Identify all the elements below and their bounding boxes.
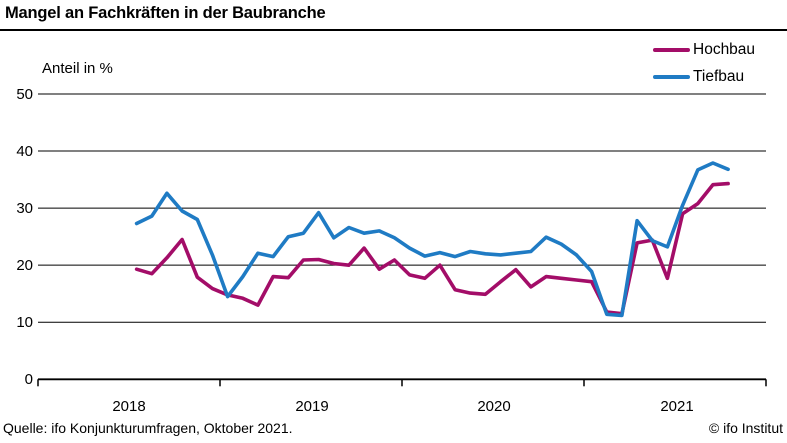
y-tick-label-30: 30	[16, 199, 33, 217]
source-note: Quelle: ifo Konjunkturumfragen, Oktober …	[3, 420, 293, 436]
chart-legend: Hochbau Tiefbau	[653, 36, 755, 90]
hochbau-line-swatch	[653, 47, 690, 52]
y-tick-label-10: 10	[16, 313, 33, 331]
chart-title: Mangel an Fachkräften in der Baubranche	[5, 4, 326, 22]
legend-item-hochbau: Hochbau	[653, 36, 755, 63]
x-tick-label-2019: 2019	[295, 398, 329, 415]
x-tick-label-2021: 2021	[660, 398, 694, 415]
tiefbau-line-swatch	[653, 74, 690, 79]
title-divider	[0, 29, 787, 31]
y-tick-label-20: 20	[16, 256, 33, 274]
y-axis-title: Anteil in %	[42, 60, 113, 77]
legend-label: Tiefbau	[693, 68, 745, 85]
x-tick-label-2018: 2018	[112, 398, 146, 415]
y-tick-label-40: 40	[16, 142, 33, 160]
legend-item-tiefbau: Tiefbau	[653, 63, 755, 90]
legend-label: Hochbau	[693, 41, 756, 58]
y-tick-label-50: 50	[16, 85, 33, 103]
x-tick-label-2020: 2020	[477, 398, 511, 415]
y-tick-label-0: 0	[24, 370, 33, 388]
copyright-note: © ifo Institut	[708, 420, 783, 436]
